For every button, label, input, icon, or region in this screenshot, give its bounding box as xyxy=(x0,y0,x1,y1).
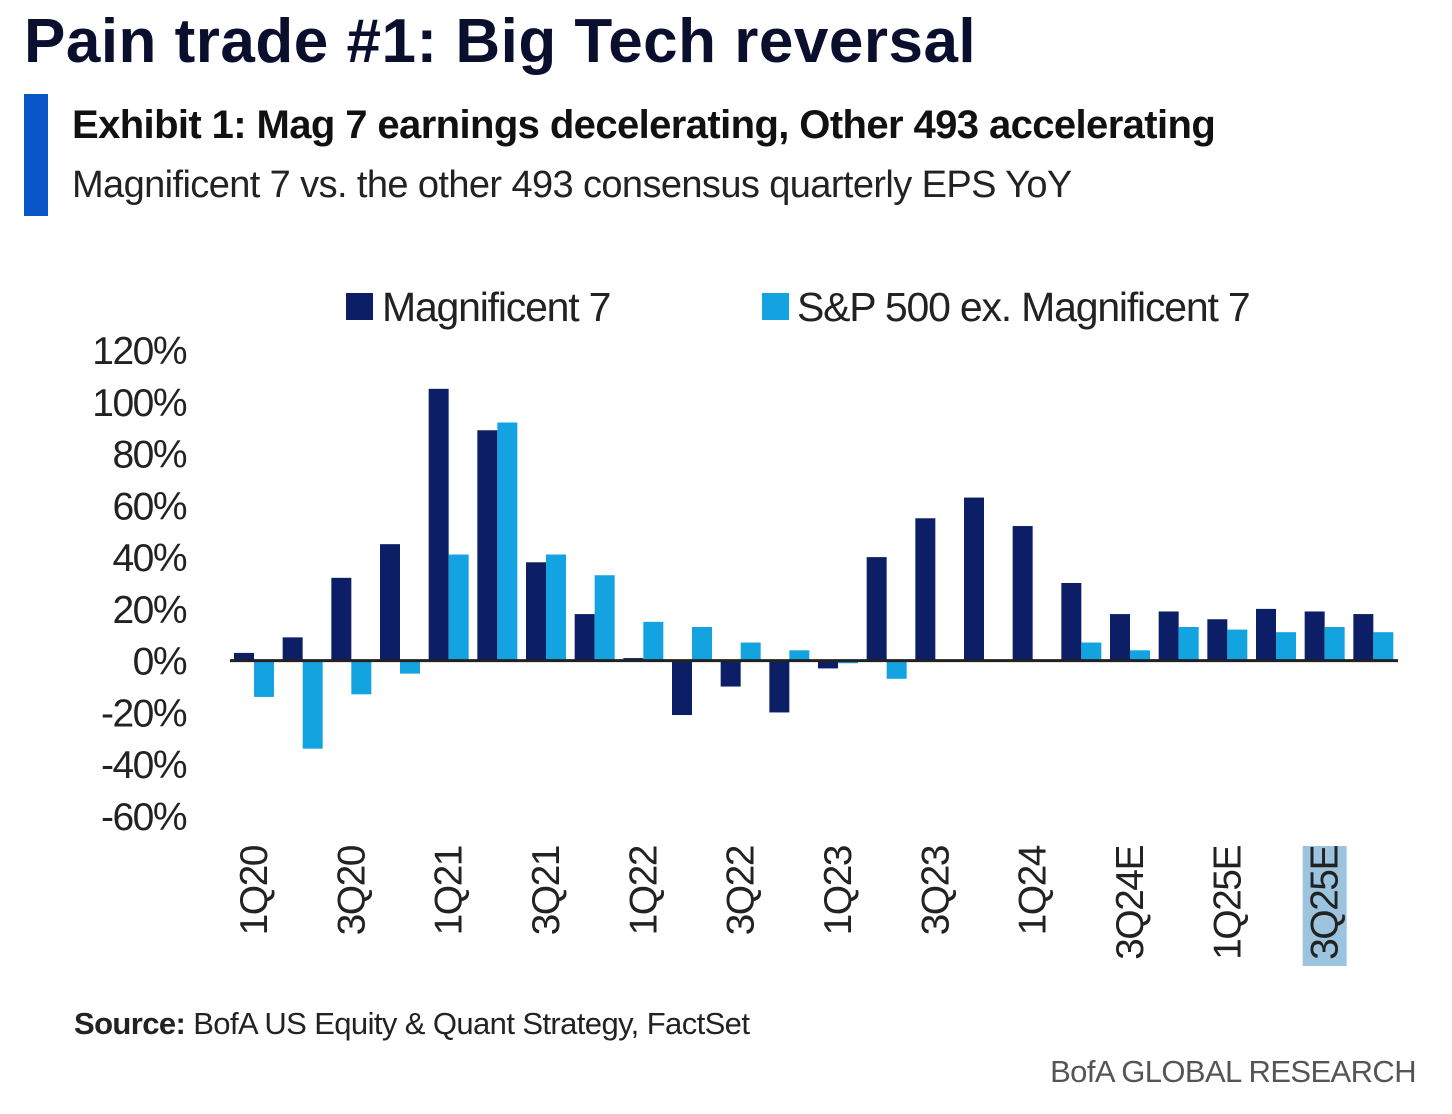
bar-mag7-1q25e xyxy=(1207,619,1228,661)
bar-mag7-4q20 xyxy=(380,544,400,661)
bar-ex-mag7-2q20 xyxy=(302,660,323,749)
x-tick-label: 1Q20 xyxy=(233,845,276,935)
y-axis: 120% 100% 80% 60% 40% 20% 0% -20% -40% -60% xyxy=(92,330,188,839)
x-tick-highlight xyxy=(1302,846,1347,966)
eps-growth-bar-chart: Magnificent 7 S&P 500 ex. Magnificent 7 1… xyxy=(92,284,1398,966)
bar-mag7-1q24 xyxy=(1012,526,1033,661)
x-tick-label: 1Q21 xyxy=(428,846,471,935)
bar-mag7-2q23 xyxy=(866,557,887,661)
bar-mag7-1q23 xyxy=(818,660,838,669)
source-note: Source: BofA US Equity & Quant Strategy,… xyxy=(74,1006,750,1042)
y-tick-label: 0% xyxy=(133,641,187,684)
bar-ex-mag7-1q21 xyxy=(448,554,469,661)
bar-ex-mag7-4q22 xyxy=(789,650,810,661)
x-tick-label: 3Q23 xyxy=(914,846,957,935)
bar-mag7-2q24 xyxy=(1061,583,1082,661)
bar-ex-mag7-4q20 xyxy=(400,660,420,674)
y-tick-label: 20% xyxy=(112,589,186,632)
x-tick-label: 1Q24 xyxy=(1012,845,1055,935)
bar-ex-mag7-2q22 xyxy=(692,627,712,661)
bar-mag7-4q23 xyxy=(964,497,984,661)
bar-ex-mag7-2q21 xyxy=(497,422,518,661)
bar-ex-mag7-2q24 xyxy=(1081,642,1102,661)
x-tick-label: 3Q21 xyxy=(525,846,568,935)
y-tick-label: -20% xyxy=(101,692,187,735)
legend-label-ex-mag7: S&P 500 ex. Magnificent 7 xyxy=(797,284,1249,330)
source-text: BofA US Equity & Quant Strategy, FactSet xyxy=(185,1006,750,1041)
bar-mag7-1q20 xyxy=(234,652,254,661)
y-tick-label: -40% xyxy=(101,744,187,787)
x-tick-label: 3Q20 xyxy=(330,845,373,935)
bar-mag7-3q22 xyxy=(720,660,741,687)
bar-mag7-3q20 xyxy=(331,577,352,661)
bar-ex-mag7-4q24e xyxy=(1178,627,1199,661)
x-axis: 1Q20 3Q20 1Q21 3Q21 1Q22 3Q22 1Q23 3Q23 1Q24 3Q24… xyxy=(233,845,1347,966)
y-tick-label: 120% xyxy=(92,330,187,373)
page-title: Pain trade #1: Big Tech reversal xyxy=(24,7,977,76)
bar-mag7-2q20 xyxy=(282,637,303,661)
bar-mag7-3q21 xyxy=(526,562,546,661)
bar-ex-mag7-3q25e xyxy=(1324,627,1345,661)
legend-swatch-ex-mag7 xyxy=(762,293,789,320)
exhibit-title: Exhibit 1: Mag 7 earnings decelerating, … xyxy=(72,103,1216,147)
bar-mag7-4q21 xyxy=(574,614,595,661)
x-tick-label: 3Q25E xyxy=(1304,846,1347,960)
chart-legend: Magnificent 7 S&P 500 ex. Magnificent 7 xyxy=(346,284,1251,330)
bar-mag7-3q25e xyxy=(1304,611,1325,661)
exhibit-accent-bar xyxy=(24,94,48,216)
bar-mag7-2q25e xyxy=(1256,608,1276,661)
bar-ex-mag7-4q25e xyxy=(1373,632,1394,661)
bar-mag7-2q22 xyxy=(672,660,692,716)
bar-ex-mag7-3q24e xyxy=(1130,650,1150,661)
legend-label-mag7: Magnificent 7 xyxy=(382,284,610,330)
bar-mag7-3q23 xyxy=(915,518,936,661)
bar-mag7-3q24e xyxy=(1110,614,1130,661)
bar-mag7-1q21 xyxy=(428,388,449,661)
bar-ex-mag7-1q20 xyxy=(254,660,274,697)
bar-ex-mag7-3q20 xyxy=(351,660,372,695)
y-tick-label: 100% xyxy=(92,382,187,425)
y-tick-label: 80% xyxy=(112,434,186,477)
x-tick-label: 1Q22 xyxy=(622,846,665,935)
x-tick-label: 1Q25E xyxy=(1206,846,1249,960)
x-tick-label: 3Q22 xyxy=(720,846,763,935)
bar-ex-mag7-3q21 xyxy=(546,554,566,661)
bar-mag7-4q22 xyxy=(769,660,790,713)
bars-group xyxy=(234,388,1394,749)
bar-ex-mag7-2q23 xyxy=(886,660,907,679)
bar-mag7-2q21 xyxy=(477,430,498,661)
bar-ex-mag7-2q25e xyxy=(1276,632,1296,661)
y-tick-label: -60% xyxy=(101,796,187,839)
source-label: Source: xyxy=(74,1006,186,1041)
bar-ex-mag7-1q22 xyxy=(643,621,664,661)
x-tick-label: 1Q23 xyxy=(817,846,860,935)
bar-ex-mag7-3q22 xyxy=(740,642,761,661)
x-tick-label: 3Q24E xyxy=(1109,846,1152,960)
bar-ex-mag7-4q21 xyxy=(594,575,615,661)
y-tick-label: 60% xyxy=(112,485,186,528)
exhibit-subtitle: Magnificent 7 vs. the other 493 consensu… xyxy=(72,164,1072,206)
bar-mag7-4q25e xyxy=(1353,614,1374,661)
bar-mag7-4q24e xyxy=(1158,611,1179,661)
footer-brand: BofA GLOBAL RESEARCH xyxy=(1050,1054,1416,1089)
legend-swatch-mag7 xyxy=(346,293,373,320)
bar-ex-mag7-1q25e xyxy=(1227,629,1248,661)
y-tick-label: 40% xyxy=(112,537,186,580)
